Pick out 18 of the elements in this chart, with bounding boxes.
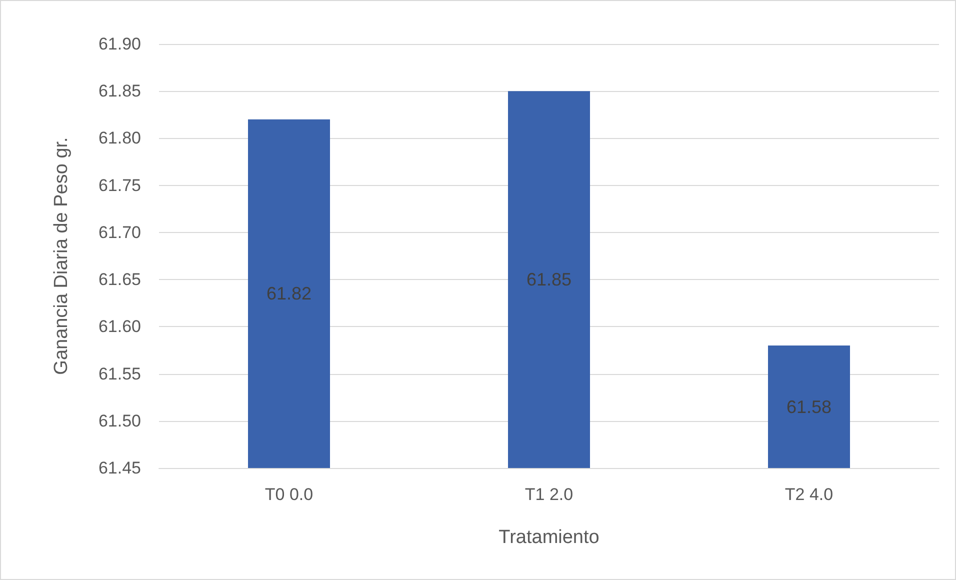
y-tick-label: 61.90 — [98, 34, 141, 54]
x-tick-label: T2 4.0 — [784, 485, 834, 504]
x-axis-title: Tratamiento — [498, 527, 600, 548]
y-tick-label: 61.65 — [98, 270, 141, 290]
y-axis-title: Ganancia Diaria de Peso gr. — [51, 137, 72, 375]
x-tick-label: T0 0.0 — [264, 485, 314, 504]
x-tick-label: T1 2.0 — [524, 485, 574, 504]
y-tick-label: 61.45 — [98, 458, 141, 478]
y-tick-label: 61.80 — [98, 128, 141, 148]
y-tick-label: 61.60 — [98, 317, 141, 336]
data-label: 61.82 — [266, 284, 312, 304]
y-tick-label: 61.70 — [98, 222, 141, 242]
data-label: 61.58 — [786, 396, 832, 417]
y-tick-label: 61.50 — [98, 411, 141, 430]
data-label: 61.85 — [526, 270, 572, 290]
y-tick-label: 61.55 — [98, 364, 141, 384]
y-tick-label: 61.75 — [98, 176, 141, 195]
y-tick-label: 61.85 — [98, 82, 141, 101]
